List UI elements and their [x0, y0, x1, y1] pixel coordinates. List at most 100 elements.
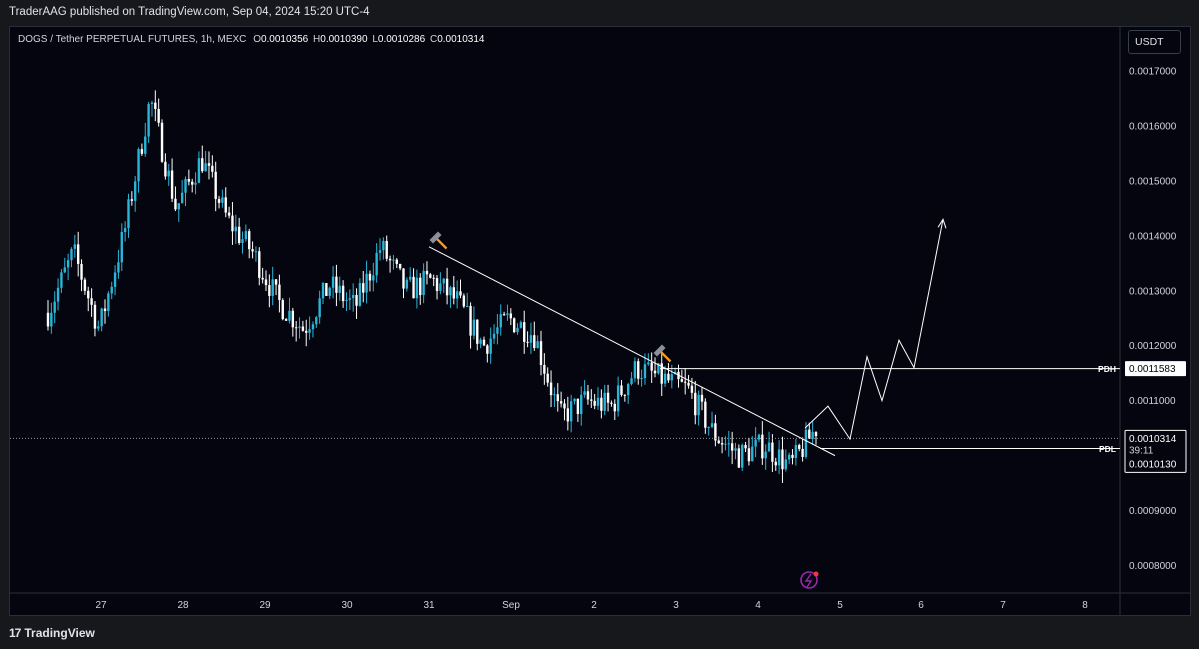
pdh-price-tag-text: 0.0011583 [1129, 364, 1176, 375]
candle-body [298, 326, 301, 328]
tradingview-logo-icon: 17 [9, 626, 21, 640]
price-tick-label: 0.0014000 [1129, 231, 1177, 242]
projection-path[interactable] [804, 219, 944, 441]
candle-body [751, 446, 754, 462]
candle-body [720, 443, 724, 445]
candle-body [204, 163, 207, 172]
candle-body [107, 293, 110, 312]
candle-body [626, 384, 630, 396]
candle-body [714, 423, 717, 441]
candle-body [294, 327, 298, 329]
candle-body [741, 444, 744, 468]
hammer-icon[interactable] [429, 231, 451, 253]
candle-body [680, 379, 684, 382]
candle-body [761, 434, 764, 459]
candle-body [288, 310, 291, 321]
candle-body [600, 397, 603, 411]
candle-body [432, 277, 435, 279]
candle-body [529, 335, 533, 343]
candle-body [516, 327, 519, 333]
candle-body [405, 279, 409, 289]
trendline[interactable] [428, 246, 836, 457]
candle-body [231, 215, 234, 232]
candle-body [60, 272, 63, 288]
time-tick-label: 6 [918, 600, 924, 611]
lightning-bolt [804, 573, 813, 588]
candle-body [412, 276, 415, 299]
candle-body [653, 370, 657, 374]
candle-body [274, 279, 278, 285]
candle-body [660, 363, 663, 384]
price-tick-label: 0.0008000 [1129, 561, 1177, 572]
candle-body [227, 212, 231, 216]
candle-body [237, 226, 241, 243]
candle-body [335, 276, 338, 293]
candle-body [258, 251, 261, 278]
candle-body [580, 394, 583, 415]
candle-body [449, 287, 452, 296]
candle-body [700, 394, 704, 402]
candle-body [459, 291, 462, 296]
time-tick-label: 28 [177, 600, 189, 611]
candle-body [734, 448, 737, 451]
candle-body [70, 248, 73, 261]
candle-body [425, 270, 429, 275]
candle-body [378, 250, 382, 253]
tradingview-brand[interactable]: 17 TradingView [9, 626, 95, 640]
candle-body [56, 287, 60, 302]
candle-body [63, 267, 66, 273]
candle-body [754, 439, 757, 447]
candle-body [637, 361, 640, 379]
candle-body [375, 252, 378, 276]
time-tick-label: Sep [502, 600, 520, 611]
candle-body [452, 287, 455, 299]
candle-body [576, 398, 580, 415]
price-tick-label: 0.0011000 [1129, 396, 1176, 407]
candle-body [120, 232, 123, 263]
candle-body [563, 403, 566, 409]
candle-body [640, 378, 643, 380]
time-tick-label: 8 [1082, 600, 1088, 611]
hammer-icon[interactable] [653, 344, 675, 366]
candle-body [261, 277, 264, 280]
candle-body [798, 445, 801, 449]
candle-body [254, 251, 258, 253]
currency-button[interactable]: USDT [1128, 30, 1181, 54]
high-label: H [313, 34, 321, 45]
candle-body [811, 432, 814, 439]
candle-body [435, 278, 439, 291]
candle-body [804, 429, 808, 457]
close-label: C [429, 34, 438, 45]
candle-body [46, 312, 50, 327]
candle-body [123, 228, 127, 233]
time-tick-label: 27 [95, 600, 107, 611]
candle-body [744, 444, 747, 449]
price-chart[interactable]: 0.0017000 0.0016000 0.0015000 0.0014000 0.00… [10, 27, 1191, 616]
candle-body [97, 326, 100, 329]
candle-body [684, 381, 687, 383]
candle-body [536, 341, 539, 349]
candle-body [372, 275, 375, 281]
candle-body [244, 231, 248, 240]
candle-body [251, 249, 254, 252]
pdl-price-tag-text: 0.0010130 [1129, 459, 1177, 470]
candle-body [167, 170, 170, 177]
candle-body [365, 273, 368, 293]
candle-body [747, 448, 751, 462]
candle-body [704, 401, 707, 428]
candle-body [76, 244, 80, 264]
candle-body [321, 283, 325, 299]
candle-body [214, 171, 217, 200]
candle-body [593, 400, 596, 406]
chart-panel[interactable]: 0.0017000 0.0016000 0.0015000 0.0014000 0.00… [9, 26, 1191, 616]
candle-body [476, 319, 479, 344]
candle-body [559, 401, 563, 404]
candle-body [586, 391, 590, 400]
candle-body [512, 318, 516, 333]
candle-body [308, 329, 311, 333]
symbol-name[interactable]: DOGS / Tether PERPETUAL FUTURES, 1h, MEX… [18, 34, 247, 45]
candle-body [613, 403, 616, 412]
candle-body [355, 294, 358, 306]
candle-body [382, 240, 385, 251]
lightning-alert-icon[interactable] [800, 571, 818, 589]
